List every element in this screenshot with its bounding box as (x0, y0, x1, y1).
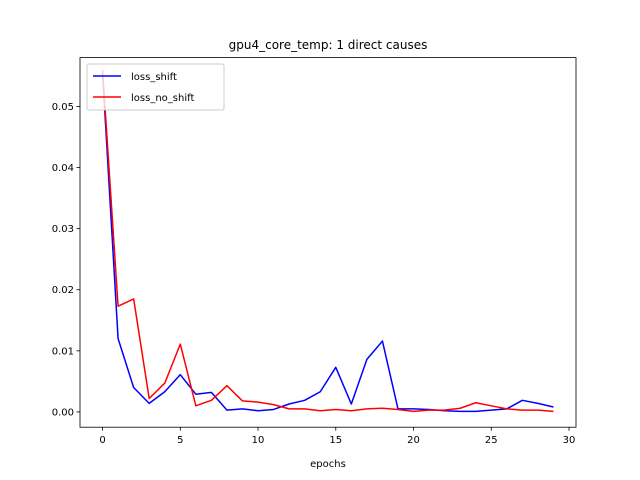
plot-frame (79, 57, 577, 428)
x-axis-label: epochs (310, 459, 346, 470)
x-tick-label-10: 10 (252, 435, 265, 446)
legend-box (86, 63, 225, 111)
y-tick-label-0.05: 0.05 (52, 102, 74, 113)
x-tick-label-25: 25 (485, 435, 498, 446)
y-axis: 0.00 0.01 0.02 0.03 0.04 0.05 (52, 102, 80, 418)
y-tick-label-0.02: 0.02 (52, 285, 74, 296)
y-tick-label-0.01: 0.01 (52, 346, 74, 357)
legend: loss_shift loss_no_shift (86, 63, 225, 111)
series-line-loss-shift (101, 72, 554, 413)
series-line-loss-no-shift (101, 69, 554, 413)
legend-label-loss-shift: loss_shift (131, 72, 177, 83)
series-layer (101, 69, 554, 413)
y-tick-label-0.00: 0.00 (52, 407, 74, 418)
x-tick-label-5: 5 (177, 435, 183, 446)
y-tick-label-0.03: 0.03 (52, 224, 74, 235)
x-tick-label-15: 15 (329, 435, 342, 446)
x-tick-label-30: 30 (563, 435, 576, 446)
x-axis: 0 5 10 15 20 25 30 (99, 427, 575, 446)
x-tick-label-20: 20 (407, 435, 420, 446)
x-tick-label-0: 0 (99, 435, 105, 446)
legend-label-loss-no-shift: loss_no_shift (131, 93, 194, 104)
y-tick-label-0.04: 0.04 (52, 163, 74, 174)
chart-title: gpu4_core_temp: 1 direct causes (229, 38, 428, 52)
